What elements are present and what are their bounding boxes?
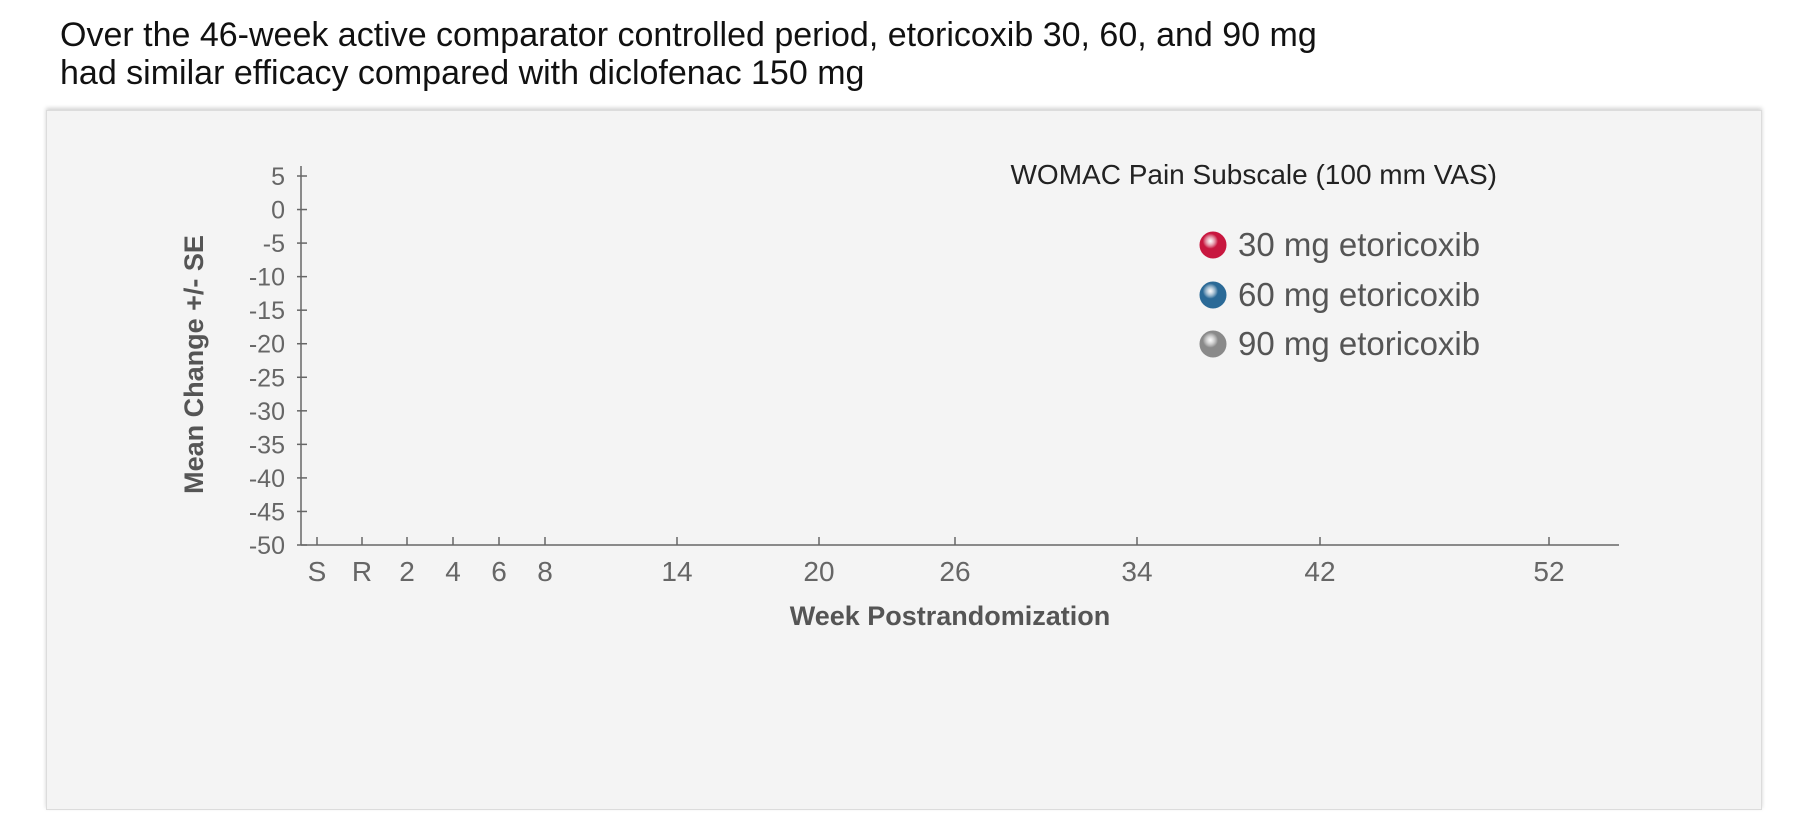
x-tick-label: 8	[537, 556, 553, 587]
x-tick-label: 34	[1121, 556, 1152, 587]
y-tick-label: -30	[249, 398, 285, 426]
y-tick-label: -15	[249, 297, 285, 325]
headline: Over the 46-week active comparator contr…	[60, 16, 1560, 92]
x-tick-label: 52	[1533, 556, 1564, 587]
y-tick-label: -50	[249, 532, 285, 560]
y-axis-ticks: 5 0 -5 -10 -15 -20 -25 -30 -35 -40 -45 -50	[249, 163, 307, 560]
x-tick-label: 14	[661, 556, 692, 587]
x-tick-label: 6	[491, 556, 507, 587]
x-axis-title: Week Postrandomization	[790, 601, 1111, 631]
x-tick-label: 20	[803, 556, 834, 587]
x-tick-label: 2	[399, 556, 415, 587]
legend-label: 60 mg etoricoxib	[1238, 276, 1480, 313]
legend-marker	[1199, 281, 1227, 309]
y-tick-label: -25	[249, 364, 285, 392]
y-tick-label: 5	[271, 163, 285, 191]
headline-line-2: had similar efficacy compared with diclo…	[60, 54, 865, 92]
legend: 30 mg etoricoxib 60 mg etoricoxib 90 mg et…	[1199, 226, 1480, 362]
x-axis-ticks: S R 2 4 6 8 14 20 26 34 42 52	[308, 537, 1565, 587]
x-tick-label: 42	[1304, 556, 1335, 587]
legend-label: 90 mg etoricoxib	[1238, 325, 1480, 362]
y-axis-title: Mean Change +/- SE	[179, 235, 209, 494]
x-tick-label: 26	[939, 556, 970, 587]
y-tick-label: -10	[249, 264, 285, 292]
y-tick-label: 0	[271, 197, 285, 225]
y-tick-label: -20	[249, 331, 285, 359]
x-tick-label: R	[352, 556, 372, 587]
legend-marker	[1199, 330, 1227, 358]
chart: 5 0 -5 -10 -15 -20 -25 -30 -35 -40 -45 -50 S R 2 4 6 8 14…	[179, 159, 1619, 631]
y-tick-label: -45	[249, 498, 285, 526]
y-tick-label: -5	[263, 230, 285, 258]
y-tick-label: -40	[249, 465, 285, 493]
y-tick-label: -35	[249, 431, 285, 459]
headline-line-1: Over the 46-week active comparator contr…	[60, 16, 1317, 54]
x-tick-label: 4	[445, 556, 461, 587]
chart-title: WOMAC Pain Subscale (100 mm VAS)	[1010, 159, 1497, 190]
legend-marker	[1199, 231, 1227, 259]
legend-label: 30 mg etoricoxib	[1238, 226, 1480, 263]
chart-panel: 5 0 -5 -10 -15 -20 -25 -30 -35 -40 -45 -50 S R 2 4 6 8 14…	[46, 110, 1762, 810]
x-tick-label: S	[308, 556, 327, 587]
